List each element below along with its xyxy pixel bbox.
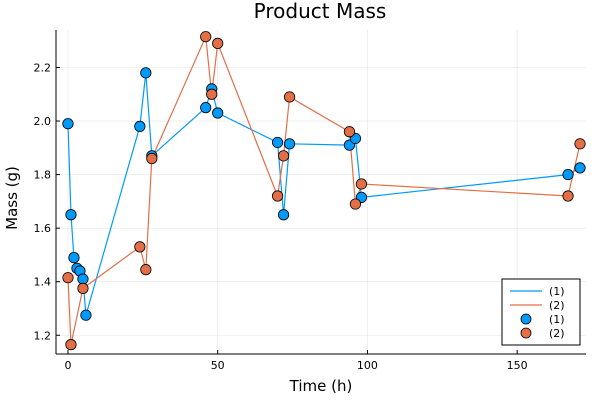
series-2-point: [206, 88, 218, 100]
series-1-point: [62, 118, 74, 130]
x-tick-label: 0: [64, 359, 71, 372]
series-2-point: [271, 190, 284, 202]
series-2-point: [349, 198, 362, 210]
series-1-point: [68, 252, 80, 264]
series-2-point: [562, 190, 574, 202]
y-tick-label: 1.8: [34, 169, 52, 182]
series-2-point: [140, 264, 152, 276]
legend-box: [501, 278, 581, 346]
x-axis-label: Time (h): [289, 377, 353, 395]
legend-label: (1): [549, 313, 565, 326]
series-1-point: [80, 309, 92, 321]
legend-label: (2): [549, 327, 565, 340]
series-1-point: [277, 209, 290, 221]
series-1-point: [140, 67, 152, 79]
series-2-point: [146, 152, 158, 165]
plot-area: [62, 31, 586, 351]
series-1-point: [200, 102, 212, 114]
y-tick-label: 1.2: [34, 329, 52, 342]
series-2-point: [134, 241, 146, 253]
series-2-point: [200, 31, 212, 43]
series-1-point: [134, 120, 146, 132]
series-1-point: [283, 138, 296, 150]
series-2-point: [283, 91, 296, 103]
series-2-point: [212, 37, 224, 49]
y-tick-label: 2.2: [34, 61, 52, 74]
series-1-point: [77, 273, 89, 285]
series-2-point: [62, 272, 74, 284]
grid: [56, 30, 586, 354]
legend-marker-swatch: [520, 327, 532, 339]
legend: (1)(2)(1)(2): [501, 278, 581, 346]
series-2-point: [277, 150, 290, 162]
legend-label: (1): [549, 285, 565, 298]
y-axis-label: Mass (g): [3, 166, 21, 230]
chart-title: Product Mass: [254, 0, 387, 23]
axes: 0 50 100 150 1.2 1.4 1.6 1.8 2.0 2.2: [34, 30, 586, 372]
series-1-point: [562, 168, 574, 181]
series-2-point: [355, 178, 368, 190]
series-1-point: [212, 107, 224, 119]
x-tick-label: 100: [357, 359, 378, 372]
y-tick-label: 2.0: [34, 115, 52, 128]
legend-label: (2): [549, 299, 565, 312]
series-2-point: [65, 339, 77, 351]
series-2-point: [77, 282, 89, 294]
y-tick-label: 1.6: [34, 222, 52, 235]
series-1-point: [271, 136, 284, 149]
series-1-point: [574, 162, 586, 174]
series-2-point: [343, 126, 356, 138]
x-tick-label: 150: [507, 359, 528, 372]
series-2-point: [574, 138, 586, 150]
series-1-point: [65, 209, 77, 221]
legend-marker-swatch: [520, 313, 532, 325]
y-tick-label: 1.4: [34, 276, 52, 289]
x-tick-label: 50: [211, 359, 225, 372]
